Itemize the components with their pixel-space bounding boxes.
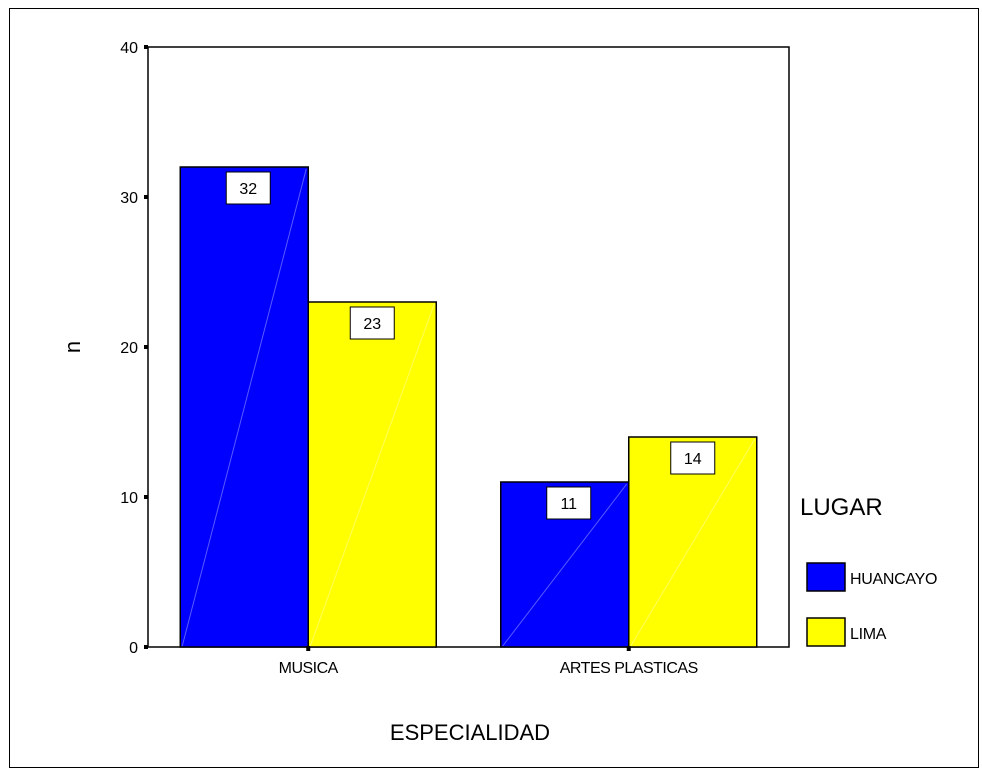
legend-label-lima: LIMA [850,626,887,643]
data-label-box [349,306,395,340]
legend-title: LUGAR [800,494,883,521]
y-tick-mark [144,345,148,349]
x-tick-label: ARTES PLASTICAS [560,660,698,677]
x-tick-mark [626,646,631,651]
legend-swatch-lima [806,617,846,647]
y-tick-mark [144,645,148,649]
legend-label-huancayo: HUANCAYO [850,571,937,588]
data-label-box [670,441,716,475]
x-tick-mark [306,646,311,651]
data-label: 11 [560,496,577,513]
data-label: 32 [239,181,257,198]
y-tick-label: 40 [120,40,138,57]
x-tick-label: MUSICA [279,660,339,677]
y-axis-title: n [60,341,85,353]
y-tick-mark [144,45,148,49]
y-tick-label: 0 [129,640,138,657]
data-label-box [546,486,592,520]
y-tick-mark [144,195,148,199]
bar-hatch-line [630,438,756,647]
bar-lima-musica [307,301,437,648]
bar-hatch-line [502,483,628,647]
y-tick-mark [144,495,148,499]
y-tick-label: 20 [120,340,138,357]
legend-swatch-huancayo [806,562,846,592]
data-label: 23 [363,316,381,333]
x-axis-title: ESPECIALIDAD [390,720,550,745]
data-label: 14 [684,451,702,468]
bar-hatch-line [309,303,435,647]
data-label-box [225,171,271,205]
bar-huancayo-musica [179,166,309,648]
bar-hatch-line [181,168,307,647]
y-tick-label: 10 [120,490,138,507]
y-tick-label: 30 [120,190,138,207]
